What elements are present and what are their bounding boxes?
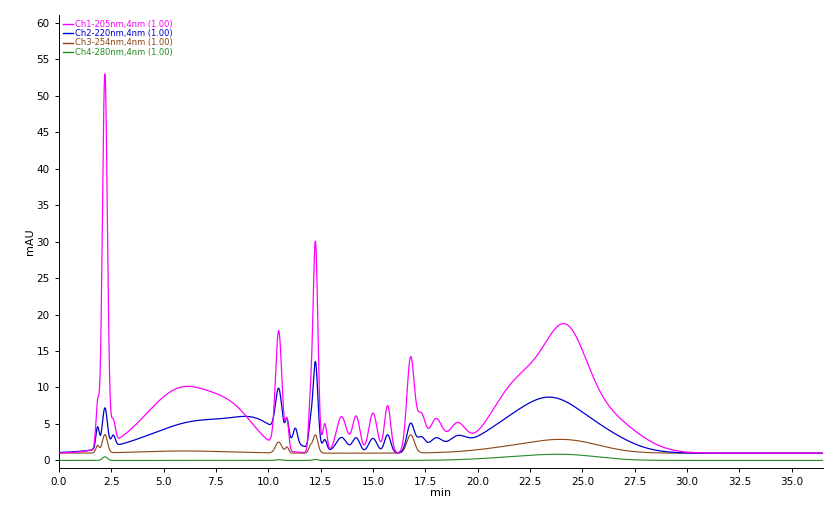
Legend: Ch1-205nm,4nm (1.00), Ch2-220nm,4nm (1.00), Ch3-254nm,4nm (1.00), Ch4-280nm,4nm : Ch1-205nm,4nm (1.00), Ch2-220nm,4nm (1.0… [63, 20, 172, 57]
Y-axis label: mAU: mAU [25, 228, 35, 255]
X-axis label: min: min [430, 488, 452, 498]
